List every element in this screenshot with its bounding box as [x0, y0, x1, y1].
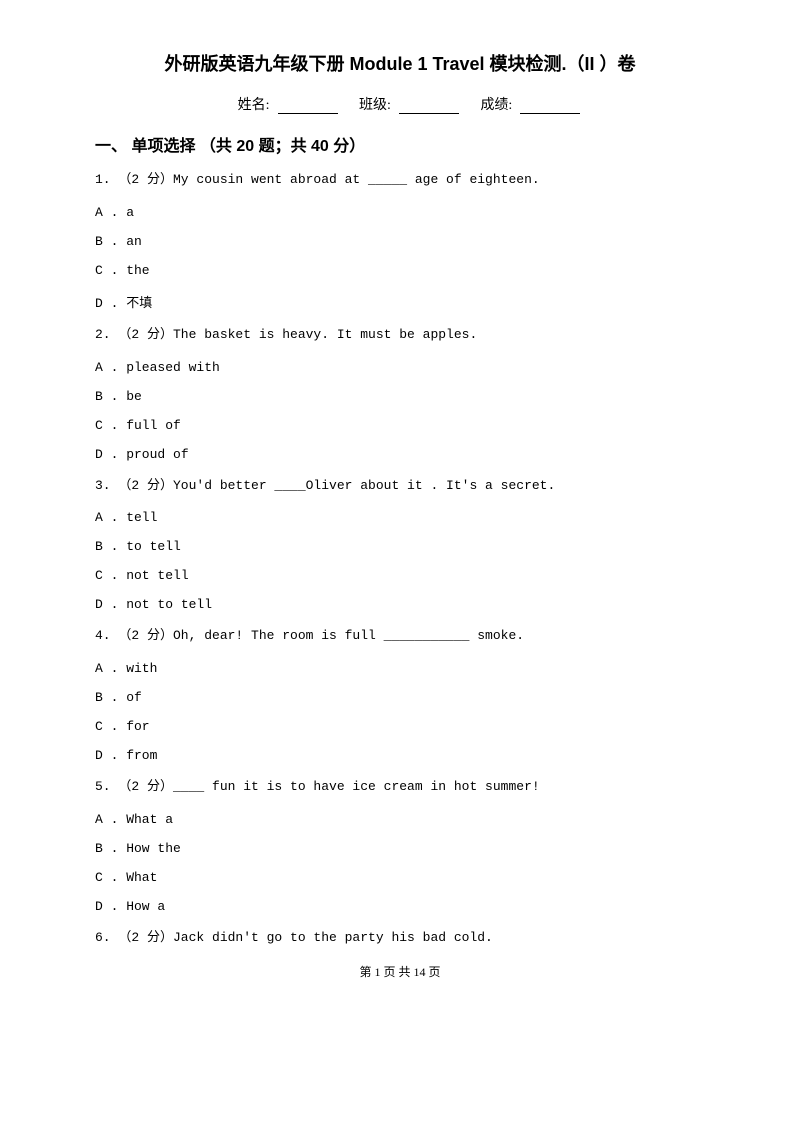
score-label: 成绩:: [480, 98, 512, 113]
option-c: C . for: [95, 719, 705, 734]
question-6: 6. （2 分）Jack didn't go to the party his …: [95, 928, 705, 949]
option-d: D . How a: [95, 899, 705, 914]
question-stem: 2. （2 分）The basket is heavy. It must be …: [95, 325, 705, 346]
option-a: A . a: [95, 205, 705, 220]
score-blank[interactable]: [520, 99, 580, 114]
option-d: D . not to tell: [95, 597, 705, 612]
class-blank[interactable]: [399, 99, 459, 114]
option-b: B . How the: [95, 841, 705, 856]
option-a: A . tell: [95, 510, 705, 525]
option-c: C . full of: [95, 418, 705, 433]
option-b: B . be: [95, 389, 705, 404]
question-stem: 1. （2 分）My cousin went abroad at _____ a…: [95, 170, 705, 191]
question-stem: 3. （2 分）You'd better ____Oliver about it…: [95, 476, 705, 497]
option-b: B . to tell: [95, 539, 705, 554]
question-stem: 6. （2 分）Jack didn't go to the party his …: [95, 928, 705, 949]
question-5: 5. （2 分）____ fun it is to have ice cream…: [95, 777, 705, 914]
option-b: B . an: [95, 234, 705, 249]
option-c: C . What: [95, 870, 705, 885]
page-container: 外研版英语九年级下册 Module 1 Travel 模块检测.（II ）卷 姓…: [0, 0, 800, 1010]
option-d: D . from: [95, 748, 705, 763]
question-stem: 5. （2 分）____ fun it is to have ice cream…: [95, 777, 705, 798]
name-label: 姓名:: [238, 98, 270, 113]
option-c: C . not tell: [95, 568, 705, 583]
section-heading: 一、 单项选择 （共 20 题；共 40 分）: [95, 132, 705, 156]
question-3: 3. （2 分）You'd better ____Oliver about it…: [95, 476, 705, 613]
question-2: 2. （2 分）The basket is heavy. It must be …: [95, 325, 705, 462]
class-label: 班级:: [359, 98, 391, 113]
option-d: D . proud of: [95, 447, 705, 462]
option-c: C . the: [95, 263, 705, 278]
question-4: 4. （2 分）Oh, dear! The room is full _____…: [95, 626, 705, 763]
option-a: A . pleased with: [95, 360, 705, 375]
name-blank[interactable]: [278, 99, 338, 114]
document-title: 外研版英语九年级下册 Module 1 Travel 模块检测.（II ）卷: [95, 50, 705, 76]
option-d: D . 不填: [95, 292, 705, 311]
question-stem: 4. （2 分）Oh, dear! The room is full _____…: [95, 626, 705, 647]
student-info-line: 姓名: 班级: 成绩:: [95, 94, 705, 114]
option-a: A . with: [95, 661, 705, 676]
option-b: B . of: [95, 690, 705, 705]
page-footer: 第 1 页 共 14 页: [95, 963, 705, 980]
option-a: A . What a: [95, 812, 705, 827]
question-1: 1. （2 分）My cousin went abroad at _____ a…: [95, 170, 705, 311]
